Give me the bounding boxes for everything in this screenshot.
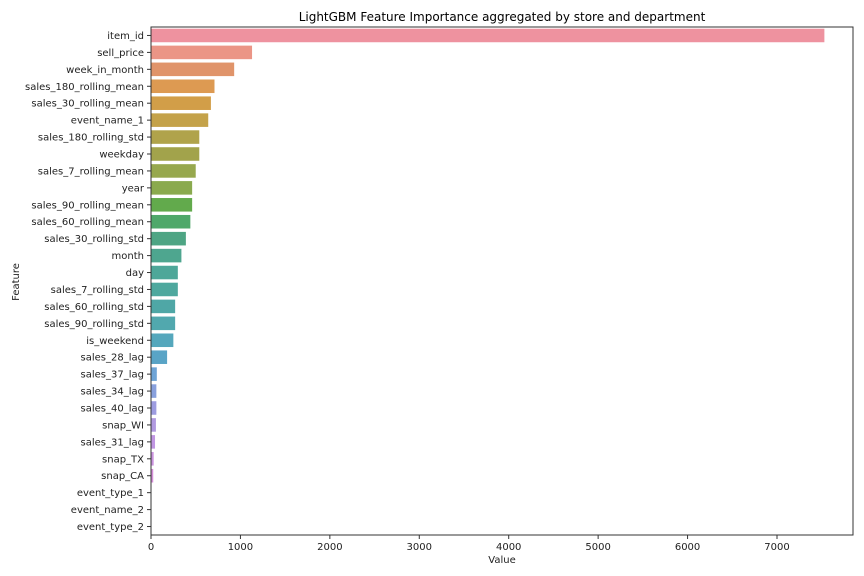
bar-snap_CA: [151, 468, 154, 483]
bar-sales_37_lag: [151, 367, 157, 381]
bar-snap_WI: [151, 418, 156, 432]
y-tick-labels: item_id sell_price week_in_month sales_180_…: [25, 31, 151, 533]
y-tick-label: sales_7_rolling_mean: [38, 166, 144, 177]
y-tick-label: sales_40_lag: [81, 404, 144, 415]
x-tick-label: 0: [148, 542, 154, 553]
x-tick-labels: 0 1000 2000 3000 4000 5000 6000 7000: [148, 535, 790, 553]
plot-frame: [150, 26, 854, 536]
y-tick-label: month: [112, 251, 144, 262]
y-tick-label: sales_60_rolling_mean: [31, 217, 144, 228]
y-tick-label: event_type_1: [77, 488, 144, 499]
bar-sales_60_rolling_mean: [151, 214, 191, 229]
y-tick-label: event_type_2: [77, 522, 144, 533]
bar-event_name_1: [151, 113, 209, 127]
y-tick-label: item_id: [107, 31, 144, 42]
x-tick-label: 4000: [496, 542, 521, 553]
bar-sales_40_lag: [151, 401, 157, 415]
y-tick-label: event_name_1: [71, 116, 144, 127]
y-tick-label: sales_7_rolling_std: [51, 285, 144, 296]
bar-sales_7_rolling_std: [151, 282, 178, 297]
bar-weekday: [151, 147, 200, 161]
y-tick-label: weekday: [99, 150, 144, 161]
y-tick-label: sell_price: [97, 48, 144, 59]
y-tick-label: week_in_month: [66, 65, 144, 76]
bar-snap_TX: [151, 452, 154, 466]
bar-year: [151, 181, 193, 195]
bar-sales_28_lag: [151, 350, 168, 364]
y-tick-label: sales_37_lag: [81, 370, 144, 381]
bar-sales_60_rolling_std: [151, 299, 176, 314]
bar-week_in_month: [151, 62, 235, 77]
x-axis-label: Value: [488, 555, 515, 566]
y-tick-label: sales_90_rolling_std: [44, 319, 144, 330]
x-tick-label: 3000: [407, 542, 432, 553]
bar-sales_90_rolling_std: [151, 316, 176, 331]
y-tick-label: sales_180_rolling_mean: [25, 82, 144, 93]
bar-sales_90_rolling_mean: [151, 198, 193, 212]
bar-sales_180_rolling_std: [151, 130, 200, 144]
y-tick-label: sales_30_rolling_mean: [31, 99, 144, 110]
chart-title: LightGBM Feature Importance aggregated b…: [299, 10, 706, 24]
bar-sales_34_lag: [151, 384, 157, 398]
bar-sell_price: [151, 45, 253, 60]
y-tick-label: is_weekend: [86, 336, 144, 347]
y-tick-label: sales_28_lag: [81, 353, 144, 364]
bar-is_weekend: [151, 333, 174, 348]
bar-month: [151, 248, 182, 263]
y-tick-label: sales_180_rolling_std: [38, 133, 144, 144]
bar-sales_30_rolling_mean: [151, 96, 211, 110]
x-tick-label: 2000: [317, 542, 342, 553]
bar-sales_180_rolling_mean: [151, 79, 215, 94]
y-tick-label: sales_30_rolling_std: [44, 234, 144, 245]
bar-day: [151, 265, 178, 280]
y-axis-label: Feature: [11, 263, 22, 301]
y-tick-label: sales_60_rolling_std: [44, 302, 144, 313]
y-tick-label: event_name_2: [71, 505, 144, 516]
bar-item_id: [151, 28, 825, 43]
y-tick-label: sales_34_lag: [81, 387, 144, 398]
y-tick-label: day: [126, 268, 144, 279]
bar-sales_7_rolling_mean: [151, 164, 196, 178]
bar-sales_31_lag: [151, 435, 156, 449]
y-tick-label: year: [122, 183, 145, 194]
y-tick-label: snap_WI: [102, 420, 144, 431]
x-tick-label: 7000: [764, 542, 789, 553]
bars-group: [151, 28, 825, 534]
x-tick-label: 5000: [585, 542, 610, 553]
y-tick-label: sales_31_lag: [81, 437, 144, 448]
y-tick-label: sales_90_rolling_mean: [31, 200, 144, 211]
y-tick-label: snap_TX: [102, 454, 144, 465]
x-tick-label: 1000: [228, 542, 253, 553]
x-tick-label: 6000: [675, 542, 700, 553]
y-tick-label: snap_CA: [101, 471, 144, 482]
bar-sales_30_rolling_std: [151, 231, 186, 246]
